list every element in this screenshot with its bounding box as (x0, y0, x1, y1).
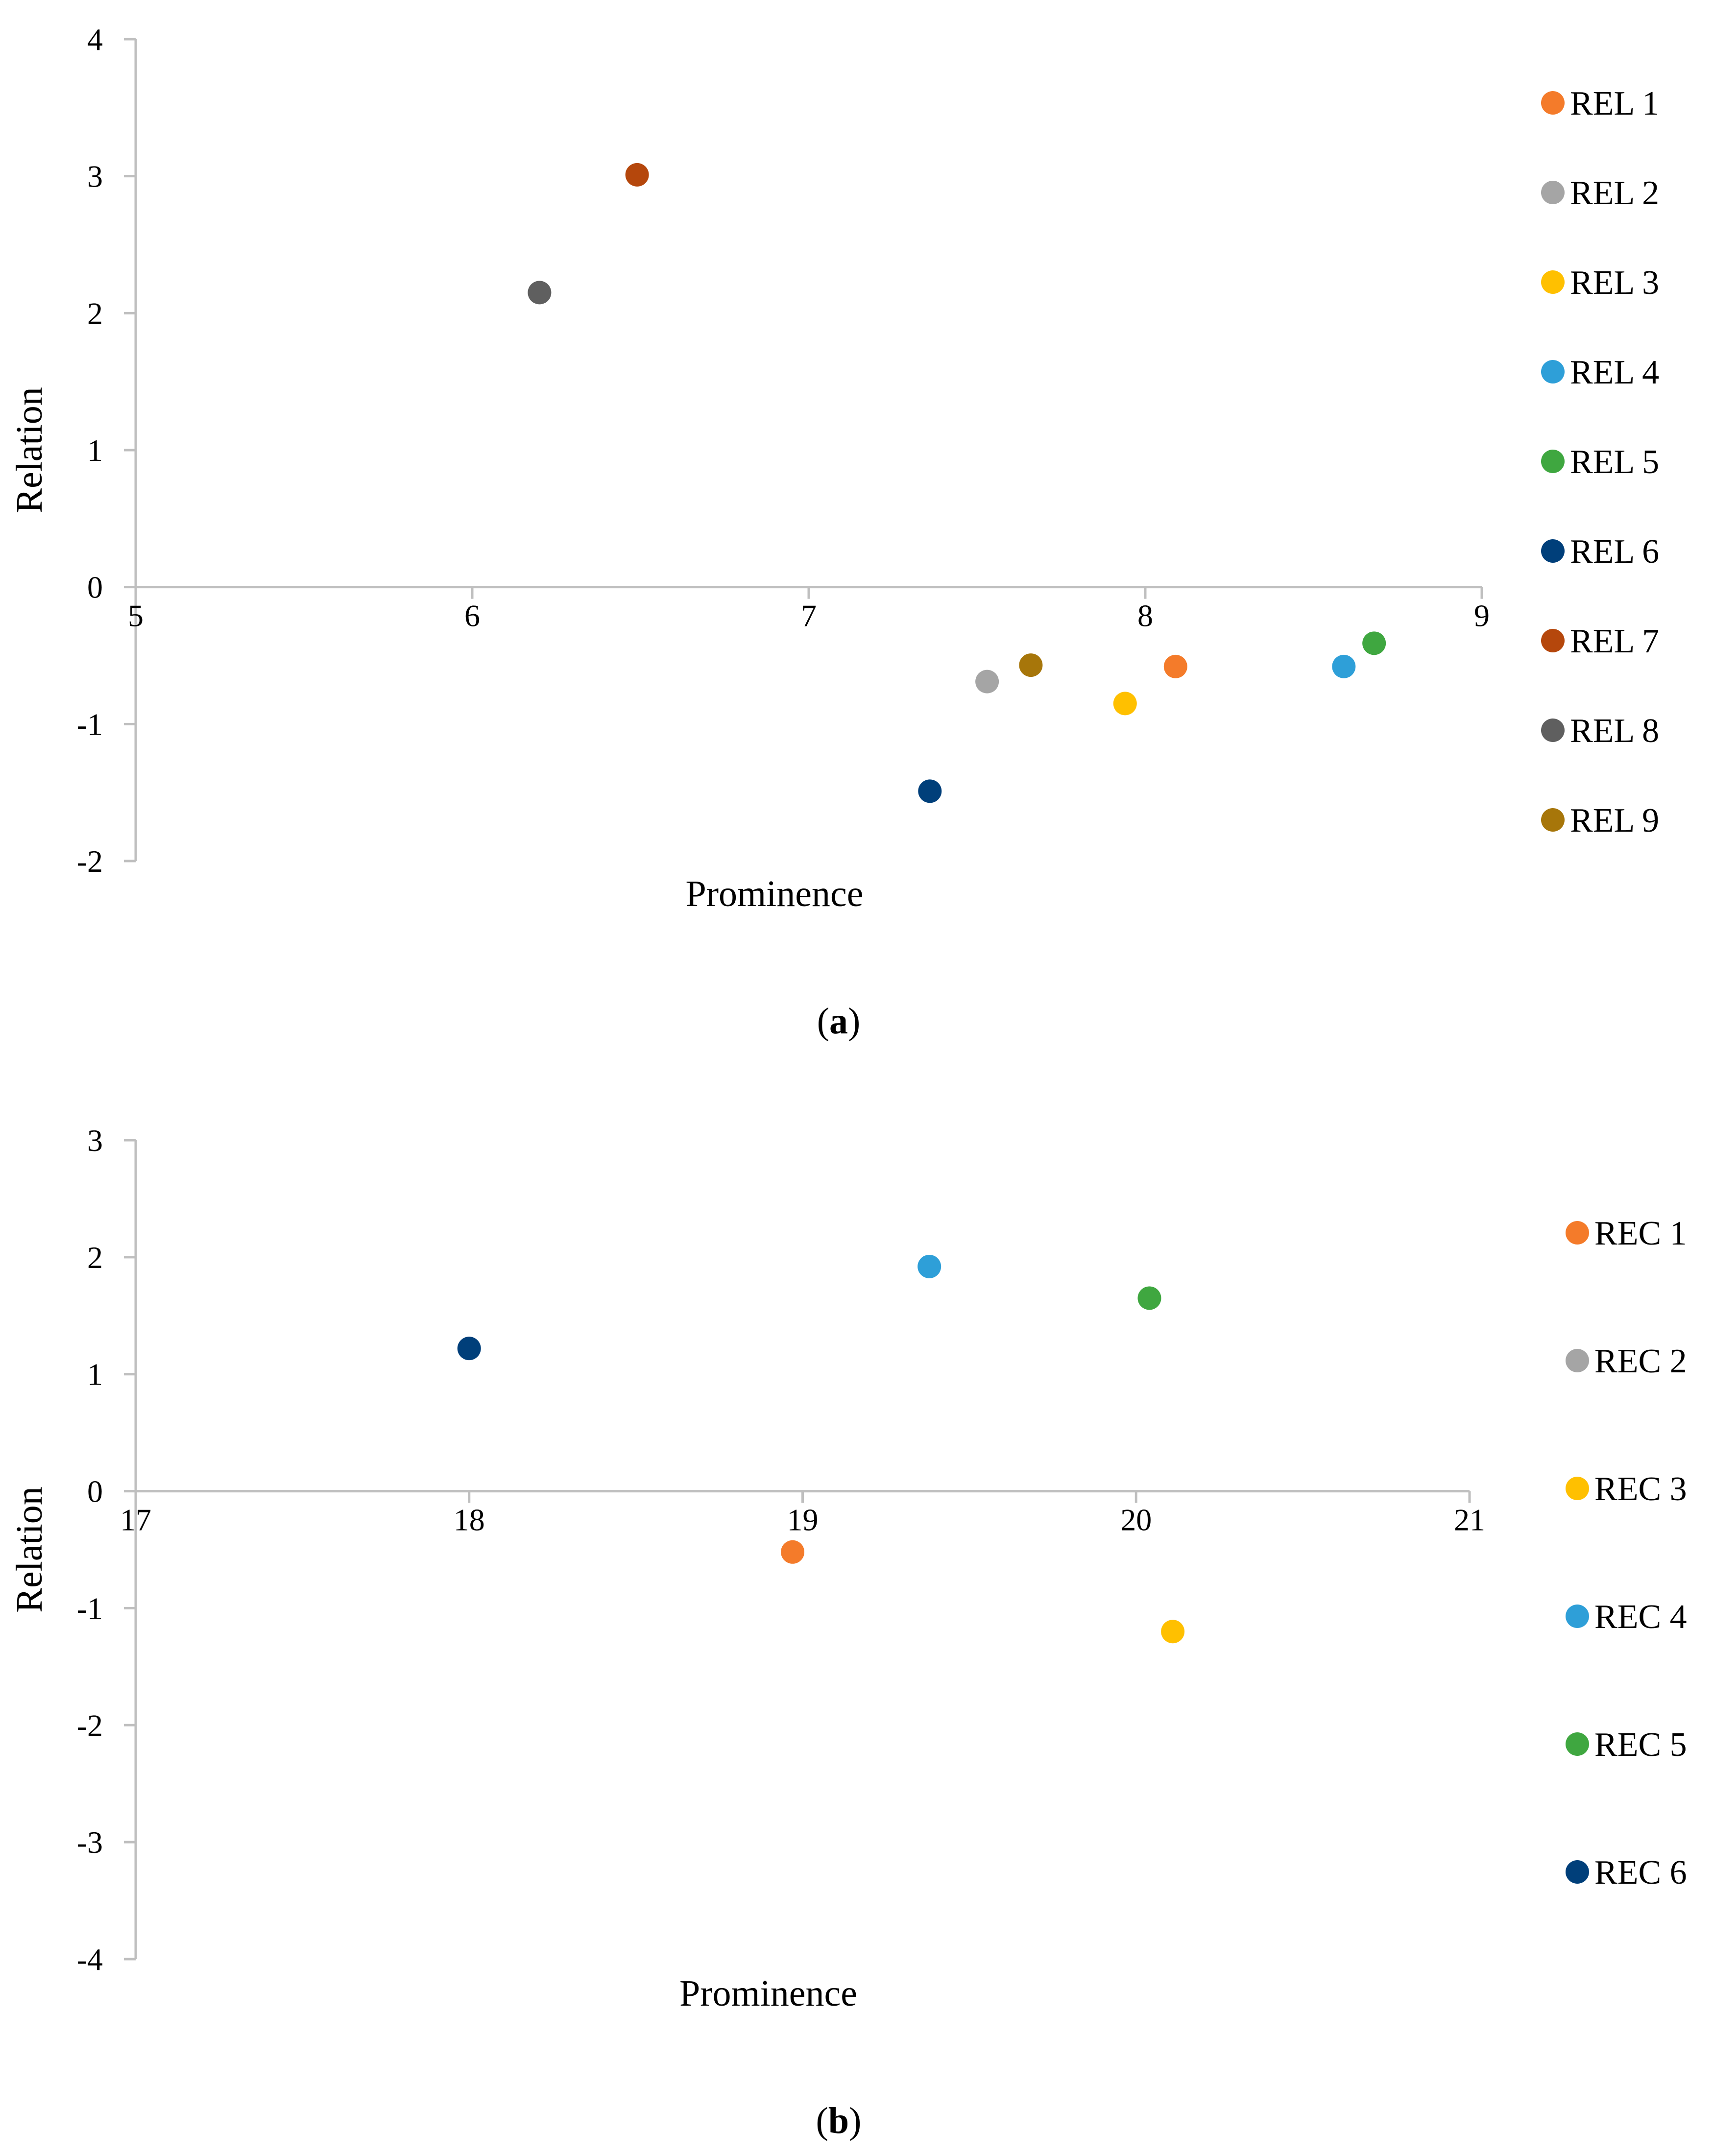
legend-label: REL 3 (1570, 264, 1659, 302)
data-point-rel-3 (1113, 692, 1137, 716)
legend-marker (1541, 360, 1565, 383)
y-axis-title: Relation (9, 387, 50, 513)
legend-marker (1566, 1605, 1589, 1628)
y-tick-label: 0 (87, 1474, 103, 1509)
y-tick-label: 4 (87, 22, 103, 57)
chart-panel-b: -4 -3 -2 -1 0 1 2 3 17 18 19 20 21 Prominence Relation… (9, 1123, 1687, 2141)
y-tick-label: -4 (77, 1942, 103, 1977)
legend-label: REL 9 (1570, 802, 1659, 839)
legend-label: REC 6 (1594, 1854, 1687, 1892)
data-point-rel-8 (528, 281, 552, 305)
y-tick-label: -1 (77, 1591, 103, 1626)
x-tick-label: 21 (1454, 1503, 1485, 1537)
legend-label: REL 7 (1570, 623, 1659, 660)
panel-label: b (828, 2100, 849, 2141)
legend-label: REL 4 (1570, 354, 1659, 391)
legend: REL 1 REL 2 REL 3 REL 4 REL 5 REL 6 REL 7 REL 8… (1541, 85, 1659, 839)
data-point-rec-1 (781, 1540, 805, 1564)
y-tick-label: -2 (77, 844, 103, 879)
legend-label: REC 1 (1594, 1215, 1687, 1252)
y-tick-label: -2 (77, 1708, 103, 1743)
y-tick-label: 2 (87, 296, 103, 331)
y-tick-label: -3 (77, 1825, 103, 1860)
data-point-rel-4 (1332, 654, 1356, 678)
data-point-rec-5 (1137, 1286, 1161, 1310)
legend-marker (1541, 629, 1565, 652)
legend-label: REL 8 (1570, 712, 1659, 750)
legend-marker (1541, 270, 1565, 294)
y-tick-label: 0 (87, 570, 103, 605)
x-tick-label: 5 (128, 599, 144, 633)
data-point-rel-1 (1163, 654, 1187, 678)
legend-marker (1541, 181, 1565, 204)
x-axis-title: Prominence (685, 873, 863, 914)
legend-marker (1566, 1349, 1589, 1372)
legend: REC 1 REC 2 REC 3 REC 4 REC 5 REC 6 (1566, 1215, 1687, 1892)
x-tick-label: 6 (464, 599, 480, 633)
legend-marker (1541, 450, 1565, 473)
y-tick-label: 1 (87, 1357, 103, 1392)
data-point-rel-2 (975, 670, 999, 694)
data-point-rec-4 (917, 1254, 941, 1278)
legend-label: REL 6 (1570, 533, 1659, 571)
legend-label: REC 3 (1594, 1470, 1687, 1508)
legend-marker (1541, 91, 1565, 115)
data-point-rel-7 (625, 163, 649, 187)
legend-label: REL 5 (1570, 443, 1659, 481)
data-point-rel-5 (1362, 631, 1386, 655)
data-point-rec-3 (1161, 1620, 1185, 1644)
panel-caption: (a) (817, 1001, 861, 1042)
x-tick-label: 7 (801, 599, 817, 633)
x-axis-title: Prominence (679, 1973, 857, 2014)
panel-label: a (829, 1001, 848, 1042)
legend-marker (1566, 1221, 1589, 1245)
legend-marker (1541, 719, 1565, 742)
legend-label: REL 1 (1570, 85, 1659, 122)
x-tick-label: 8 (1137, 599, 1153, 633)
y-tick-label: 3 (87, 159, 103, 194)
y-axis-title: Relation (9, 1486, 50, 1613)
x-tick-label: 9 (1474, 599, 1490, 633)
legend-label: REC 5 (1594, 1726, 1687, 1764)
data-point-rel-6 (918, 779, 942, 803)
y-tick-label: 3 (87, 1123, 103, 1158)
legend-marker (1566, 1477, 1589, 1500)
x-tick-label: 17 (120, 1503, 151, 1537)
legend-marker (1541, 808, 1565, 832)
legend-label: REL 2 (1570, 174, 1659, 212)
y-tick-label: 2 (87, 1240, 103, 1275)
legend-label: REC 4 (1594, 1598, 1687, 1636)
x-tick-label: 20 (1120, 1503, 1152, 1537)
y-tick-label: 1 (87, 433, 103, 468)
data-point-rec-6 (457, 1337, 481, 1361)
data-point-rel-9 (1019, 653, 1043, 677)
y-tick-label: -1 (77, 707, 103, 742)
legend-marker (1566, 1732, 1589, 1756)
legend-label: REC 2 (1594, 1342, 1687, 1380)
x-tick-label: 18 (454, 1503, 485, 1537)
panel-caption: (b) (816, 2100, 862, 2141)
x-tick-label: 19 (787, 1503, 819, 1537)
legend-marker (1566, 1860, 1589, 1884)
legend-marker (1541, 539, 1565, 563)
